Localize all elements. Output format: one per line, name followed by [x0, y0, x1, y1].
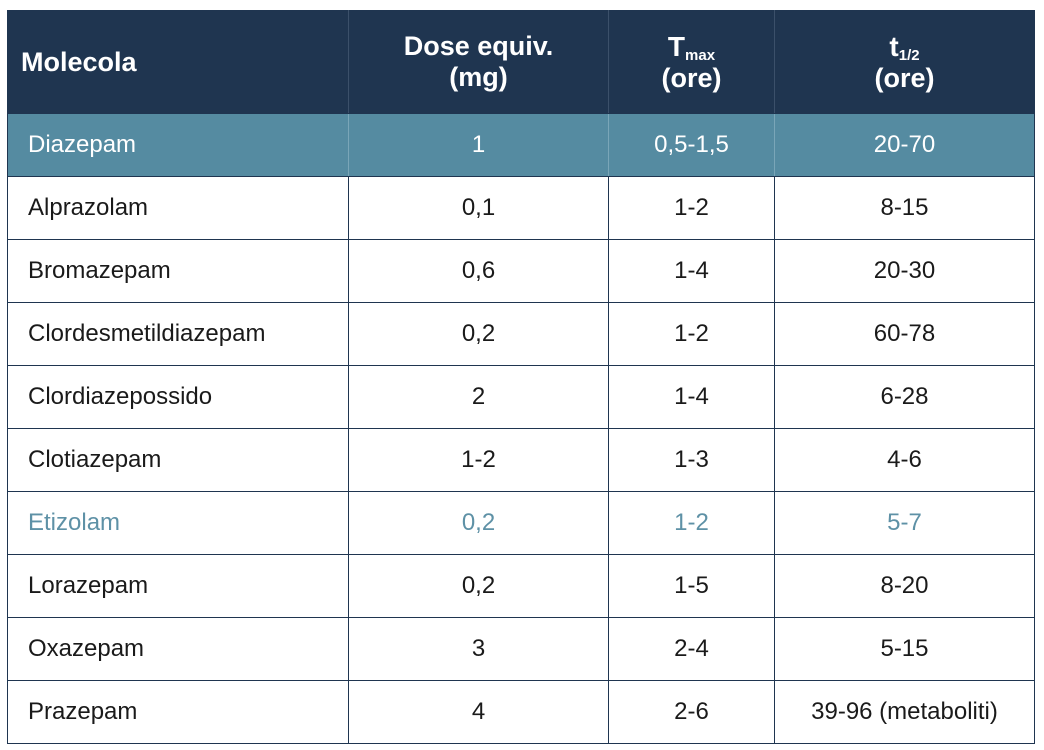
- cell-thalf: 20-30: [774, 239, 1035, 303]
- cell-dose: 0,2: [348, 491, 609, 555]
- cell-molecola: Clordiazepossido: [7, 365, 349, 429]
- cell-thalf: 8-15: [774, 176, 1035, 240]
- table-row: Etizolam 0,2 1-2 5-7: [7, 491, 1035, 555]
- table-row: Diazepam 1 0,5-1,5 20-70: [7, 113, 1035, 177]
- table-row: Lorazepam 0,2 1-5 8-20: [7, 554, 1035, 618]
- cell-tmax: 1-2: [608, 491, 775, 555]
- table-row: Alprazolam 0,1 1-2 8-15: [7, 176, 1035, 240]
- cell-thalf: 8-20: [774, 554, 1035, 618]
- cell-tmax: 1-2: [608, 176, 775, 240]
- cell-tmax: 2-4: [608, 617, 775, 681]
- table-row: Clordiazepossido 2 1-4 6-28: [7, 365, 1035, 429]
- table-row: Clotiazepam 1-2 1-3 4-6: [7, 428, 1035, 492]
- header-row: Molecola Dose equiv. (mg) Tmax (ore) t1/…: [7, 10, 1035, 114]
- header-dose-label: Dose equiv.: [403, 31, 554, 61]
- cell-molecola: Diazepam: [7, 113, 349, 177]
- cell-dose: 0,1: [348, 176, 609, 240]
- header-dose: Dose equiv. (mg): [348, 10, 609, 114]
- cell-tmax: 1-4: [608, 365, 775, 429]
- cell-tmax: 1-3: [608, 428, 775, 492]
- cell-molecola: Clordesmetildiazepam: [7, 302, 349, 366]
- table-header: Molecola Dose equiv. (mg) Tmax (ore) t1/…: [7, 10, 1035, 114]
- header-tmax-label: Tmax: [609, 31, 774, 63]
- cell-thalf: 5-15: [774, 617, 1035, 681]
- cell-molecola: Etizolam: [7, 491, 349, 555]
- table-row: Oxazepam 3 2-4 5-15: [7, 617, 1035, 681]
- cell-thalf: 39-96 (metaboliti): [774, 680, 1035, 744]
- cell-dose: 2: [348, 365, 609, 429]
- header-thalf-subscript: 1/2: [898, 46, 920, 64]
- cell-molecola: Bromazepam: [7, 239, 349, 303]
- cell-molecola: Lorazepam: [7, 554, 349, 618]
- header-thalf-label: t1/2: [775, 31, 1034, 63]
- cell-tmax: 0,5-1,5: [608, 113, 775, 177]
- table-row: Prazepam 4 2-6 39-96 (metaboliti): [7, 680, 1035, 744]
- cell-molecola: Alprazolam: [7, 176, 349, 240]
- cell-dose: 1-2: [348, 428, 609, 492]
- table-body: Diazepam 1 0,5-1,5 20-70 Alprazolam 0,1 1-2 8-1…: [7, 113, 1035, 744]
- cell-dose: 0,2: [348, 554, 609, 618]
- table-row: Bromazepam 0,6 1-4 20-30: [7, 239, 1035, 303]
- cell-thalf: 20-70: [774, 113, 1035, 177]
- cell-molecola: Oxazepam: [7, 617, 349, 681]
- cell-tmax: 1-5: [608, 554, 775, 618]
- header-molecola-label: Molecola: [21, 46, 137, 77]
- header-tmax-unit: (ore): [661, 62, 722, 93]
- cell-tmax: 1-2: [608, 302, 775, 366]
- header-tmax: Tmax (ore): [608, 10, 775, 114]
- cell-dose: 3: [348, 617, 609, 681]
- header-molecola: Molecola: [7, 10, 349, 114]
- header-dose-unit: (mg): [449, 62, 508, 92]
- header-tmax-subscript: max: [685, 46, 716, 64]
- cell-dose: 0,2: [348, 302, 609, 366]
- benzodiazepine-table: Molecola Dose equiv. (mg) Tmax (ore) t1/…: [7, 10, 1035, 744]
- cell-molecola: Prazepam: [7, 680, 349, 744]
- cell-dose: 1: [348, 113, 609, 177]
- cell-thalf: 4-6: [774, 428, 1035, 492]
- cell-tmax: 2-6: [608, 680, 775, 744]
- cell-thalf: 60-78: [774, 302, 1035, 366]
- cell-dose: 0,6: [348, 239, 609, 303]
- cell-dose: 4: [348, 680, 609, 744]
- cell-tmax: 1-4: [608, 239, 775, 303]
- cell-thalf: 6-28: [774, 365, 1035, 429]
- cell-molecola: Clotiazepam: [7, 428, 349, 492]
- benzodiazepine-table-container: Molecola Dose equiv. (mg) Tmax (ore) t1/…: [7, 10, 1035, 744]
- header-thalf: t1/2 (ore): [774, 10, 1035, 114]
- header-thalf-symbol: t: [889, 30, 899, 62]
- table-row: Clordesmetildiazepam 0,2 1-2 60-78: [7, 302, 1035, 366]
- header-tmax-symbol: T: [667, 30, 686, 62]
- header-thalf-unit: (ore): [874, 62, 935, 93]
- cell-thalf: 5-7: [774, 491, 1035, 555]
